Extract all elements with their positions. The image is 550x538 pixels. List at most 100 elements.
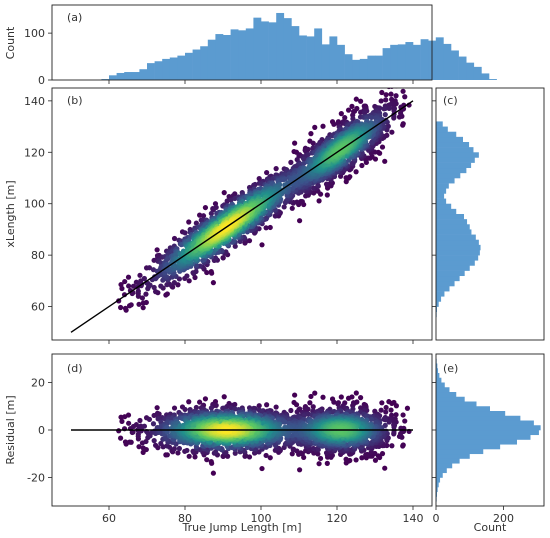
hist-c-bar [436,234,476,241]
scatter-d-point [208,458,214,465]
scatter-b-point [298,198,304,205]
scatter-d-point [126,420,132,426]
panel-b-ylabel: xLength [m] [4,180,17,247]
hist-a-bar [390,44,399,80]
scatter-b-point [208,210,214,217]
panel-c-label: (c) [443,94,458,107]
hist-c-bar [436,136,463,143]
hist-c-bar [436,142,470,148]
scatter-b-point [152,289,159,295]
hist-a-bar [375,55,383,80]
scatter-b-point [383,92,389,98]
scatter-d-point [281,419,287,425]
scatter-b-point [136,301,142,307]
scatter-b-point [386,105,392,111]
scatter-d-point [317,455,324,462]
histogram-a-bars [101,12,497,84]
hist-a-bar [154,61,163,80]
y-tick-label: 60 [31,301,45,314]
scatter-b-point [388,91,394,97]
scatter-b-point [324,192,330,198]
scatter-b-point [301,160,307,167]
hist-a-bar [466,62,475,80]
scatter-b-point [292,140,298,146]
hist-c-bar [436,260,475,266]
scatter-d-point [186,453,192,459]
scatter-b-point [228,197,234,203]
scatter-d-point [345,395,352,401]
scatter-d-point [307,400,313,406]
scatter-b-point [164,291,170,297]
scatter-d-points [116,390,412,476]
hist-c-bar [436,239,479,246]
hist-a-bar [124,72,133,80]
y-tick-label: 100 [24,198,45,211]
scatter-b-point [342,115,348,121]
y-tick-label: 100 [24,27,45,40]
scatter-d-point [263,452,269,459]
panel-c: (c) [432,87,545,341]
scatter-d-point [316,461,322,467]
scatter-d-point [256,403,262,409]
scatter-d-point [146,416,153,422]
scatter-b-point [140,305,146,311]
scatter-d-point [294,409,300,415]
scatter-d-point [379,400,385,406]
scatter-d-point [293,402,300,408]
scatter-d-point [154,405,160,411]
hist-a-bar [458,56,467,80]
scatter-b-point [312,124,318,130]
hist-c-bar [436,178,455,184]
hist-c-bar [436,208,457,215]
scatter-d-point [190,448,196,454]
scatter-d-point [323,450,330,456]
hist-a-bar [306,36,315,80]
scatter-b-point [151,257,157,263]
scatter-d-point [208,405,214,411]
hist-a-bar [245,28,254,80]
hist-c-bar [436,167,467,174]
scatter-b-point [396,114,403,120]
scatter-d-point [402,418,408,424]
scatter-d-point [393,412,399,418]
hist-a-bar [413,44,421,80]
scatter-d-point [119,418,125,424]
scatter-d-point [223,449,229,456]
scatter-d-point [184,447,190,454]
hist-c-bar [436,244,481,251]
hist-c-bar [436,296,442,302]
scatter-d-point [152,442,159,448]
scatter-b-point [220,255,226,261]
scatter-b-point [151,284,157,291]
scatter-d-point [382,465,388,471]
scatter-b-point [379,89,385,96]
scatter-d-point [292,392,298,398]
scatter-b-point [208,268,214,275]
hist-a-bar [261,21,269,80]
scatter-d-point [343,456,349,462]
scatter-d-point [221,394,227,400]
y-tick-label: 140 [24,95,45,108]
scatter-d-point [182,406,188,413]
hist-a-bar [329,36,338,80]
scatter-b-point [343,175,349,181]
scatter-b-point [122,305,129,311]
scatter-d-point [141,423,148,429]
scatter-d-point [192,454,198,460]
hist-c-bar [436,306,438,313]
y-tick-label: 80 [31,249,45,262]
panel-a-label: (a) [67,11,82,24]
scatter-b-point [184,273,190,279]
scatter-d-point [353,457,359,463]
scatter-b-point [164,282,170,288]
scatter-d-point [158,440,164,447]
scatter-b-point [171,280,177,286]
scatter-d-point [259,465,265,472]
scatter-b-point [186,278,192,284]
hist-c-bar [436,286,450,292]
scatter-b-point [378,98,384,104]
scatter-b-point [308,131,314,137]
hist-a-bar [397,44,406,80]
scatter-d-point [186,399,192,405]
